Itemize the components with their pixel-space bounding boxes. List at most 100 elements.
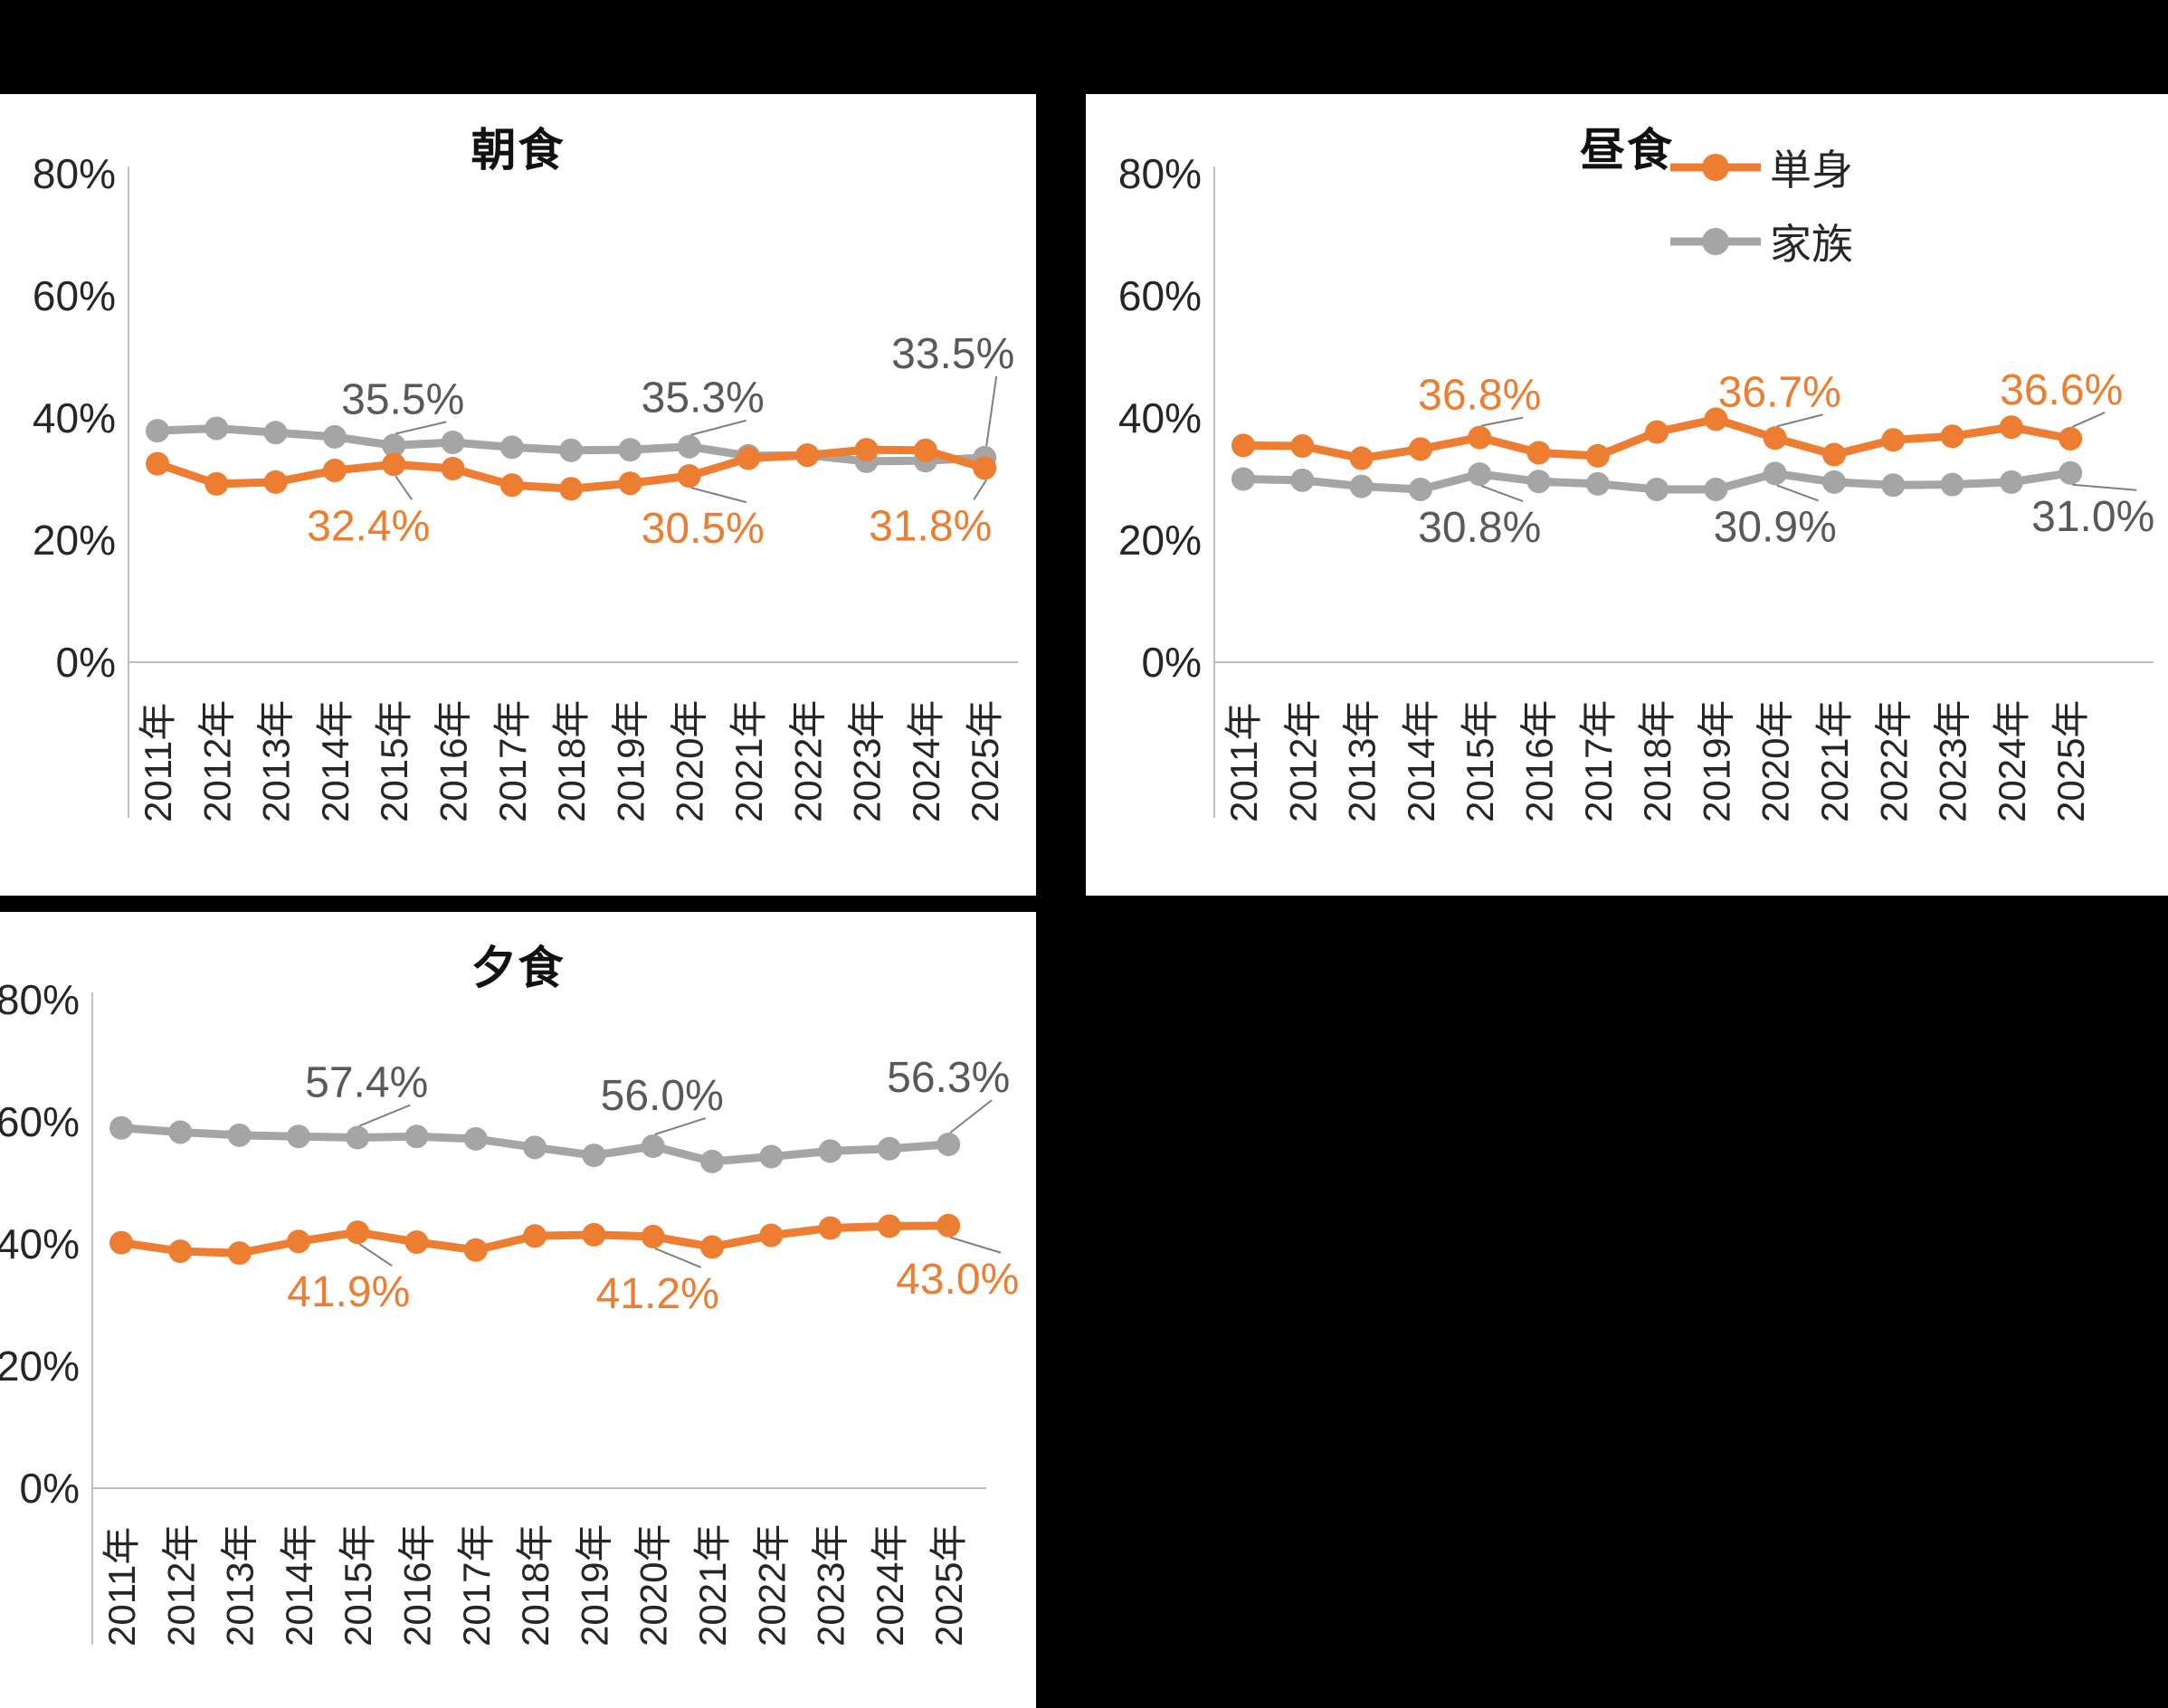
data-point [1940,424,1964,449]
data-point [877,1214,901,1238]
data-point [1526,470,1551,494]
x-axis-tick-label: 2024年 [905,700,947,822]
y-axis-tick-label: 20% [33,517,116,564]
data-point-label: 30.5% [642,505,765,553]
data-point [204,416,229,441]
svg-text:2013年: 2013年 [1341,700,1384,822]
data-point [1468,425,1492,450]
svg-text:2022年: 2022年 [750,1524,793,1646]
data-point [937,1213,961,1238]
svg-text:2020年: 2020年 [632,1524,675,1646]
svg-text:2013年: 2013年 [255,700,298,822]
svg-text:2022年: 2022年 [1872,700,1915,822]
x-axis-tick-label: 2017年 [1577,700,1620,822]
x-axis-tick-label: 2015年 [337,1524,379,1646]
label-leader-line [2071,412,2106,428]
svg-text:2019年: 2019年 [1695,700,1737,822]
data-point [559,477,584,501]
data-point [382,452,406,477]
x-axis-tick-label: 2022年 [786,700,829,822]
data-point [641,1134,665,1158]
data-point [582,1143,606,1168]
y-axis-tick-label: 20% [1118,517,1202,564]
label-leader-line [949,1236,1002,1254]
series-single [146,438,997,501]
data-point [1526,441,1551,465]
data-point-label: 31.8% [869,502,992,550]
data-point [877,1136,901,1161]
svg-text:2012年: 2012年 [159,1524,202,1646]
data-point [1468,462,1492,487]
x-axis-tick-label: 2020年 [632,1524,675,1646]
x-axis-tick-label: 2011年 [1222,703,1265,822]
x-axis-tick-label: 2019年 [609,700,651,822]
series-family [109,1115,961,1173]
family-series-marker-icon [1670,228,1761,255]
y-axis-tick-label: 80% [1118,150,1202,197]
data-point [523,1135,547,1160]
data-point [322,424,347,449]
single-series-marker-icon [1670,154,1761,181]
lunch-chart-panel: 昼食 80% 60% 40% 20% 0% 2011年 2012年 2013年 2014年 201… [1086,94,2168,896]
legend-label-single: 単身 [1770,147,1853,194]
data-point-label: 57.4% [305,1059,428,1107]
svg-text:2025年: 2025年 [2049,700,2092,822]
data-point [499,473,524,498]
label-leader-line [690,419,746,436]
label-leader-line [2072,483,2137,491]
data-point [1704,407,1728,432]
lunch-chart-canvas: 80% 60% 40% 20% 0% 2011年 2012年 2013年 2014年 2015年 2… [1118,150,2154,822]
svg-text:2021年: 2021年 [1813,700,1856,822]
data-point [463,1126,488,1151]
svg-text:2021年: 2021年 [691,1524,734,1646]
x-axis-tick-label: 2015年 [1459,700,1501,822]
data-point [818,1139,842,1163]
data-point-label: 41.9% [287,1268,410,1316]
data-point [1822,442,1846,467]
svg-text:2014年: 2014年 [1400,700,1442,822]
data-point [1645,420,1669,444]
data-point [404,1229,429,1254]
svg-text:2020年: 2020年 [1754,700,1797,822]
x-axis-tick-label: 2023年 [1932,700,1974,822]
data-point [677,434,701,459]
y-axis-tick-label: 60% [33,272,116,319]
x-axis-tick-label: 2016年 [433,700,475,822]
data-point [677,464,701,489]
series-single [1231,407,2083,470]
data-point-label: 32.4% [307,502,430,550]
y-axis-tick-label: 80% [0,976,80,1023]
x-axis-tick-label: 2017年 [455,1524,498,1646]
data-point [227,1241,252,1266]
data-point [1585,471,1610,496]
label-leader-line [973,479,988,500]
svg-text:2021年: 2021年 [727,700,770,822]
data-point [618,471,642,496]
svg-text:2024年: 2024年 [905,700,947,822]
data-point [322,459,347,483]
data-point [1763,426,1787,451]
svg-text:2014年: 2014年 [314,700,357,822]
data-point [2059,426,2083,451]
data-point-label: 36.7% [1718,368,1841,416]
x-axis-tick-label: 2016年 [396,1524,439,1646]
data-point [641,1224,665,1248]
data-point [913,438,937,462]
data-point [759,1223,784,1248]
data-point [973,456,997,480]
legend: 単身 家族 [1670,130,2105,279]
x-axis-tick-label: 2012年 [195,700,238,822]
y-axis-tick-label: 60% [0,1098,80,1145]
data-point [737,446,760,470]
data-point [227,1123,252,1147]
label-leader-line [1481,416,1524,427]
data-point-label: 33.5% [891,330,1014,378]
data-point [1408,437,1432,461]
data-point-label: 56.0% [601,1072,724,1120]
label-leader-line [949,1099,993,1134]
data-point [499,435,524,460]
x-axis-tick-label: 2019年 [573,1524,615,1646]
x-axis-tick-label: 2014年 [1400,700,1442,822]
svg-text:2011年: 2011年 [100,1527,143,1646]
svg-text:2020年: 2020年 [669,700,711,822]
